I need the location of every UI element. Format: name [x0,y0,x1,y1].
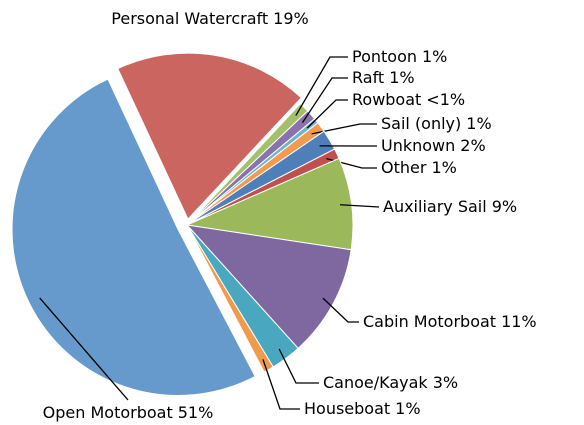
category-label: Pontoon [352,47,417,66]
category-label: Personal Watercraft [111,9,268,28]
slice-label: Open Motorboat 51% [43,403,214,422]
slice-label: Unknown 2% [381,136,486,155]
leader-line [311,123,377,135]
slice-label: Rowboat <1% [352,90,465,109]
leader-line [39,297,129,401]
slice-label: Sail (only) 1% [381,114,492,133]
slice-label: Pontoon 1% [352,47,447,66]
category-label: Raft [352,68,384,87]
value-label: 1% [466,114,491,133]
value-label: 19% [273,9,309,28]
slice-label: Canoe/Kayak 3% [323,373,458,392]
value-label: 1% [431,158,456,177]
category-label: Sail (only) [381,114,461,133]
slice-label: Houseboat 1% [304,399,421,418]
value-label: <1% [426,90,465,109]
value-label: 11% [501,312,537,331]
leader-line [278,348,319,384]
value-label: 1% [395,399,420,418]
category-label: Other [381,158,427,177]
leader-line [306,99,348,129]
value-label: 2% [460,136,485,155]
leader-line [295,56,348,116]
slice-label: Personal Watercraft 19% [111,9,308,28]
slice-label: Other 1% [381,158,457,177]
slice-label: Auxiliary Sail 9% [383,197,517,216]
pie-slice [185,224,352,350]
category-label: Open Motorboat [43,403,173,422]
category-label: Unknown [381,136,455,155]
value-label: 3% [433,373,458,392]
category-label: Canoe/Kayak [323,373,428,392]
leader-line [322,297,359,323]
leader-line [340,204,380,208]
value-label: 1% [422,47,447,66]
category-label: Houseboat [304,399,390,418]
pie-slice [186,224,274,373]
value-label: 1% [389,68,414,87]
pie-slice [185,157,354,251]
pie-slice [11,78,256,396]
pie-slice [117,52,302,220]
category-label: Cabin Motorboat [363,312,496,331]
category-label: Auxiliary Sail [383,197,487,216]
value-label: 51% [178,403,214,422]
category-label: Rowboat [352,90,421,109]
slice-label: Raft 1% [352,68,415,87]
leader-line [262,359,300,410]
slice-label: Cabin Motorboat 11% [363,312,537,331]
leader-line [301,77,348,123]
value-label: 9% [492,197,517,216]
